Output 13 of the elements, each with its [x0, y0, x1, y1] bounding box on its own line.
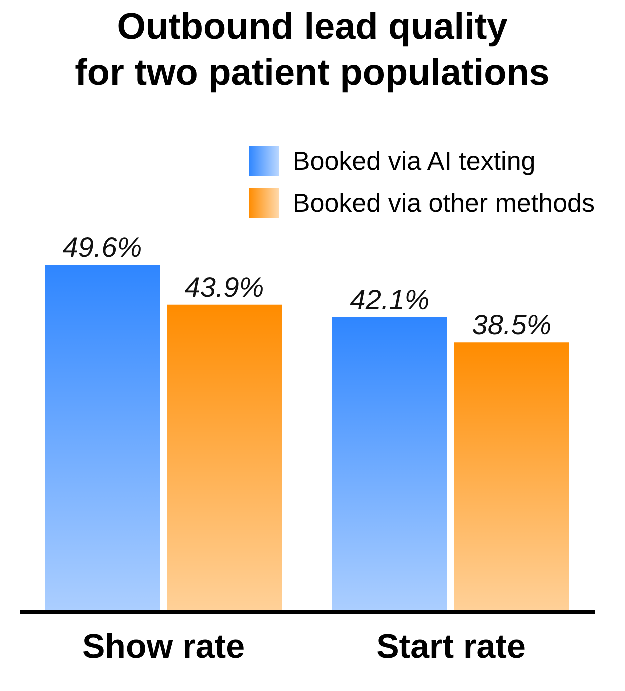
data-label: 49.6% — [62, 232, 142, 263]
bar — [454, 342, 570, 612]
data-label: 43.9% — [184, 272, 264, 303]
bar — [167, 304, 282, 612]
data-label: 38.5% — [472, 310, 552, 341]
chart-title: Outbound lead quality for two patient populations — [74, 5, 551, 95]
x-tick-label: Start rate — [376, 628, 526, 666]
legend-label: Booked via other methods — [292, 188, 595, 218]
x-tick-label: Show rate — [82, 628, 245, 666]
bar — [45, 265, 160, 612]
legend-label: Booked via AI texting — [292, 146, 536, 176]
data-label: 42.1% — [350, 284, 430, 316]
bar — [332, 317, 448, 612]
